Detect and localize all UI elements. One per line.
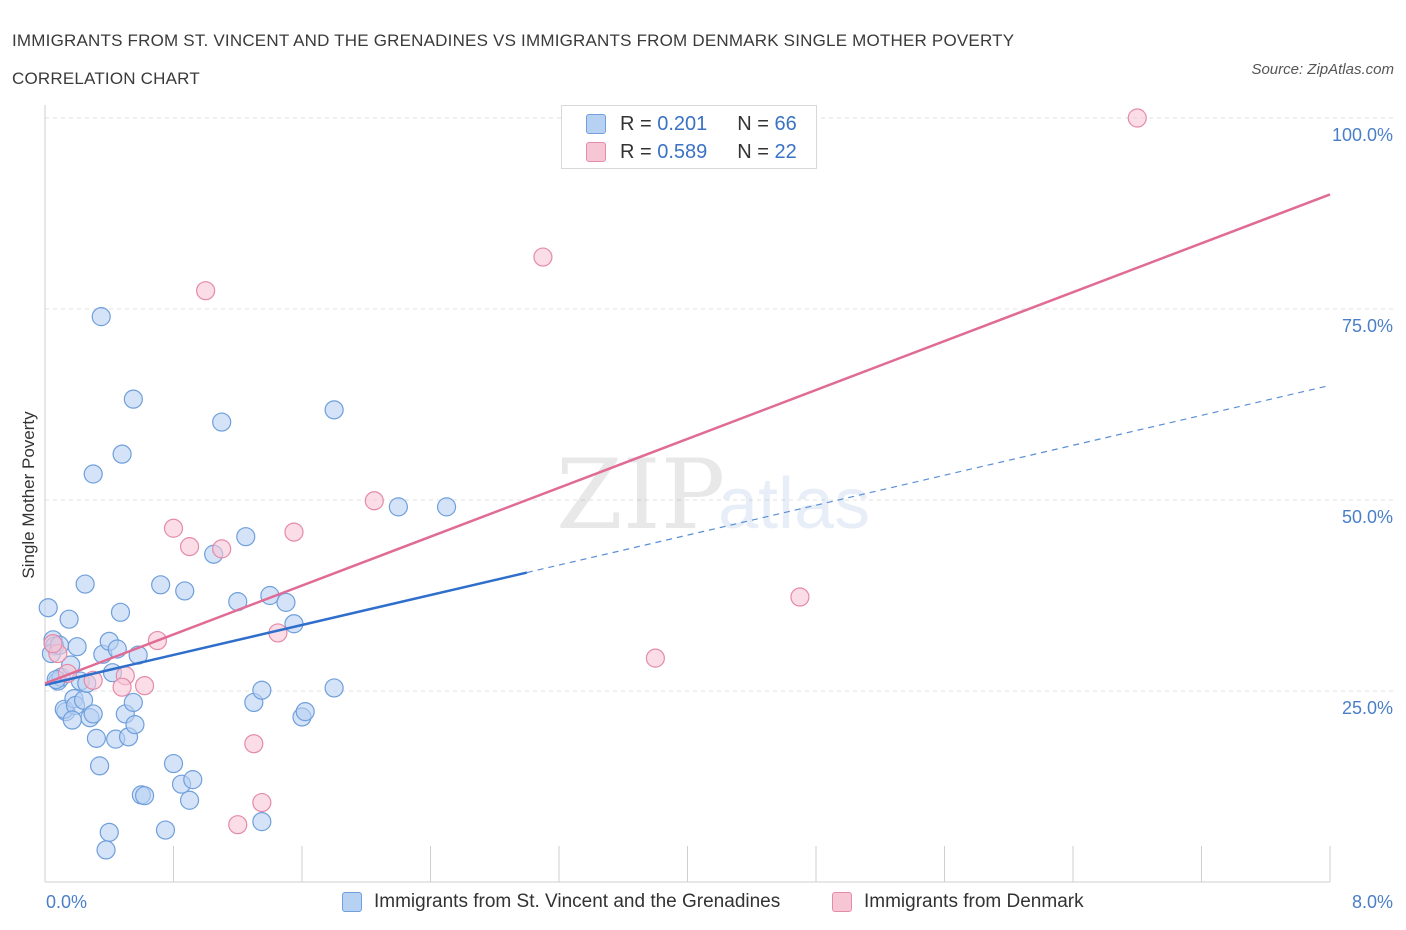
point-denmark [645,648,665,668]
point-st-vincent [91,307,111,327]
point-st-vincent [110,602,131,622]
chart-title: IMMIGRANTS FROM ST. VINCENT AND THE GREN… [12,31,1014,88]
source-label: Source: ZipAtlas.com [1251,61,1394,78]
r-value: 0.589 [657,140,708,163]
stats-row-pink: R = 0.589 N = 22 [586,139,797,165]
point-st-vincent [96,840,116,860]
point-st-vincent [324,678,344,698]
y-tick-label: 100.0% [1332,125,1393,145]
point-st-vincent [179,790,200,810]
point-st-vincent [75,574,95,594]
x-tick-label: 0.0% [46,892,87,912]
point-st-vincent [252,812,272,832]
point-denmark [1127,108,1147,128]
point-st-vincent [183,770,203,790]
n-label: N = [737,112,769,135]
y-axis-title: Single Mother Poverty [19,411,38,579]
point-st-vincent [38,598,58,618]
point-st-vincent [99,822,119,842]
pink-swatch-icon [832,892,852,912]
pink-swatch-icon [586,142,606,162]
r-value: 0.201 [657,112,708,135]
legend-label: Immigrants from Denmark [864,891,1084,912]
point-denmark [179,537,200,557]
point-st-vincent [83,464,103,484]
point-st-vincent [125,715,145,735]
n-label: N = [737,140,769,163]
point-denmark [196,281,216,301]
r-label: R = [620,112,652,135]
point-denmark [134,676,155,696]
point-denmark [244,734,264,754]
point-st-vincent [175,581,195,601]
point-st-vincent [134,786,155,806]
point-st-vincent [155,820,176,840]
tick-labels: 25.0% 50.0% 75.0% 100.0% 0.0% 8.0% [46,125,1393,912]
x-tick-label: 8.0% [1352,892,1393,912]
n-value: 22 [774,140,797,163]
point-st-vincent [59,609,79,629]
point-denmark [790,587,810,607]
trend-line-denmark [44,193,1331,685]
stats-row-blue: R = 0.201 N = 66 [586,111,797,137]
axes [44,105,1331,883]
trend-line-st-vincent [44,571,528,687]
point-denmark [112,677,132,697]
point-denmark [228,815,248,835]
blue-swatch-icon [586,114,606,134]
point-denmark [252,792,272,813]
r-label: R = [620,140,652,163]
n-value: 66 [774,112,797,135]
point-st-vincent [295,702,315,722]
point-st-vincent [212,412,232,432]
y-tick-label: 25.0% [1342,698,1393,718]
point-denmark [284,522,304,542]
point-denmark [43,634,63,654]
point-st-vincent [388,497,408,517]
point-st-vincent [436,497,457,517]
trend-line-st-vincent-extension [526,384,1331,574]
point-denmark [163,518,184,538]
blue-swatch-icon [342,892,362,912]
point-denmark [212,539,232,559]
trend-lines [44,193,1331,687]
point-st-vincent [276,592,296,612]
point-st-vincent [163,753,184,774]
point-st-vincent [86,728,107,748]
point-st-vincent [123,389,143,409]
watermark-atlas: atlas [718,464,870,544]
stats-legend: R = 0.201 N = 66 R = 0.589 N = 22 [561,105,817,169]
point-st-vincent [90,756,110,776]
legend-item-denmark: Immigrants from Denmark [832,889,1084,915]
point-st-vincent [236,527,256,547]
y-tick-label: 50.0% [1342,507,1393,527]
point-st-vincent [62,710,82,730]
point-st-vincent [252,680,272,700]
legend-label: Immigrants from St. Vincent and the Gren… [374,891,781,912]
point-st-vincent [324,400,344,420]
point-denmark [364,491,384,511]
point-st-vincent [83,704,103,724]
legend-item-st-vincent: Immigrants from St. Vincent and the Gren… [342,889,780,915]
point-st-vincent [284,614,304,634]
point-st-vincent [151,575,171,595]
y-tick-label: 75.0% [1342,316,1393,336]
point-st-vincent [67,637,87,657]
point-st-vincent [123,692,143,713]
point-st-vincent [112,444,132,464]
point-denmark [533,247,553,267]
